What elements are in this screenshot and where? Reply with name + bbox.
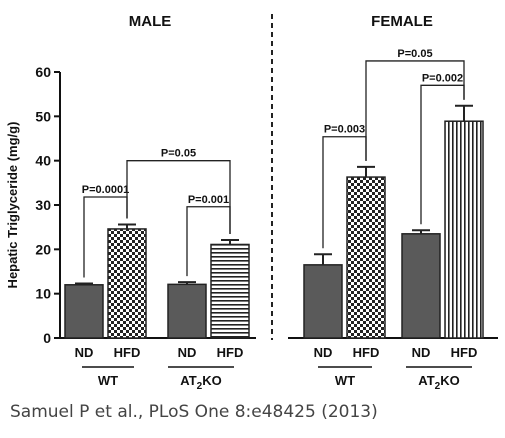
y-tick-label: 0: [43, 330, 51, 346]
bar-nd: [167, 283, 207, 339]
y-tick-label: 50: [35, 108, 51, 124]
significance-brackets: P=0.0001 P=0.001 P=0.05 P=0.003 P=0.002 P=0.0…: [82, 48, 465, 278]
p-value-label: P=0.001: [188, 194, 229, 206]
y-axis: 0 10 20 30 40 50 60: [35, 64, 61, 346]
group-label: WT: [335, 373, 355, 388]
bar-nd: [401, 233, 441, 339]
y-axis-label: Hepatic Triglyceride (mg/g): [5, 122, 20, 289]
significance-bracket: [365, 60, 465, 161]
x-bar-label: ND: [314, 345, 333, 360]
y-tick-label: 40: [35, 153, 51, 169]
bars: [60, 104, 498, 339]
panel-title-female: FEMALE: [371, 13, 433, 30]
p-value-label: P=0.05: [161, 148, 196, 160]
p-value-label: P=0.05: [397, 48, 432, 60]
bar-hfd: [210, 243, 250, 339]
x-bar-label: ND: [178, 345, 197, 360]
p-value-label: P=0.002: [422, 72, 463, 84]
p-value-label: P=0.003: [324, 124, 365, 136]
bar-nd: [303, 264, 343, 339]
x-bar-label: HFD: [217, 345, 244, 360]
group-label: AT2KO: [180, 373, 221, 392]
y-tick-label: 30: [35, 197, 51, 213]
group-label: WT: [98, 373, 118, 388]
bar-hfd: [107, 228, 147, 339]
x-bar-label: HFD: [451, 345, 478, 360]
bar-hfd: [444, 120, 484, 339]
y-tick-label: 10: [35, 286, 51, 302]
panel-title-male: MALE: [129, 13, 172, 30]
x-bar-label: ND: [75, 345, 94, 360]
x-bar-label: HFD: [353, 345, 380, 360]
p-value-label: P=0.0001: [82, 184, 129, 196]
hepatic-triglyceride-chart: MALE FEMALE Hepatic Triglyceride (mg/g) …: [5, 13, 498, 392]
group-label: AT2KO: [418, 373, 459, 392]
significance-bracket: [126, 160, 231, 235]
bar-nd: [64, 284, 104, 339]
y-tick-label: 60: [35, 64, 51, 80]
citation: Samuel P et al., PLoS One 8:e48425 (2013…: [10, 402, 378, 422]
bar-hfd: [346, 176, 386, 339]
x-bar-label: HFD: [114, 345, 141, 360]
x-bar-label: ND: [412, 345, 431, 360]
y-tick-label: 20: [35, 241, 51, 257]
